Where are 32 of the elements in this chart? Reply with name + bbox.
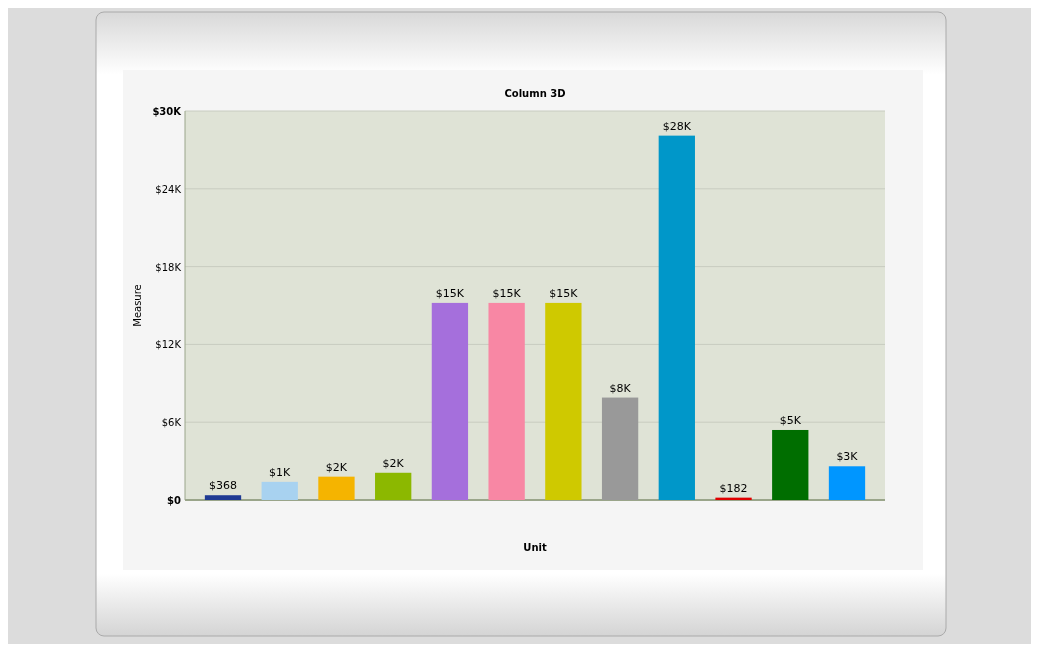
data-label: $15K	[549, 286, 579, 300]
y-tick-label: $6K	[161, 417, 182, 429]
bar	[658, 135, 695, 500]
x-axis-title: Unit	[523, 542, 547, 553]
bar	[431, 302, 469, 500]
data-label: $28K	[662, 119, 692, 133]
data-label: $8K	[609, 381, 632, 395]
chart-title: Column 3D	[504, 88, 566, 99]
bar	[828, 466, 866, 500]
y-tick-label: $12K	[155, 339, 182, 351]
y-tick-label: $30K	[152, 106, 183, 117]
y-tick-label: $24K	[155, 183, 182, 195]
data-label: $2K	[382, 456, 405, 470]
data-label: $15K	[435, 286, 465, 300]
bar	[318, 476, 355, 500]
bar	[601, 397, 639, 500]
y-tick-label: $0	[167, 495, 182, 506]
bar	[375, 472, 412, 500]
y-tick-label: $18K	[155, 261, 182, 273]
data-label: $1K	[269, 465, 292, 479]
data-label: $182	[719, 481, 748, 495]
data-label: $15K	[492, 286, 522, 300]
bar	[545, 302, 582, 500]
data-label: $5K	[779, 413, 802, 427]
data-label: $2K	[325, 460, 348, 474]
bar	[772, 429, 809, 500]
data-label: $368	[209, 479, 238, 493]
data-label: $3K	[836, 450, 859, 464]
bar	[261, 481, 298, 500]
y-axis-title: Measure	[132, 284, 143, 327]
bar	[204, 495, 242, 500]
bar	[488, 302, 525, 500]
